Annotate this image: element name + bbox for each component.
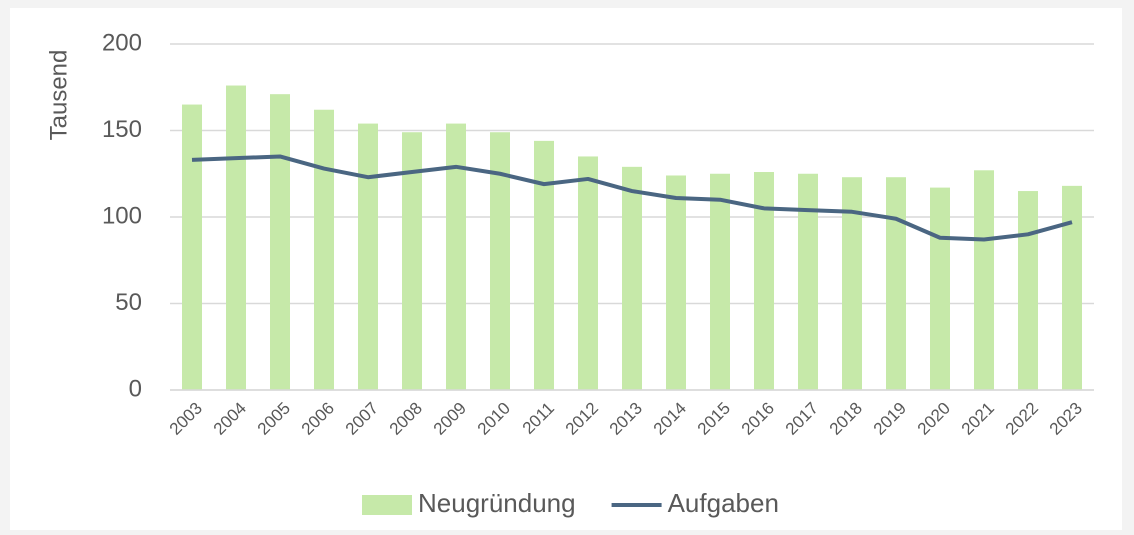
bar xyxy=(578,156,598,390)
bar xyxy=(710,173,730,390)
y-tick-label: 200 xyxy=(102,29,142,56)
bar xyxy=(446,123,466,390)
legend-label: Neugründung xyxy=(418,488,576,518)
bar xyxy=(886,177,906,390)
y-axis-title: Tausend xyxy=(45,50,72,141)
bar xyxy=(622,166,642,390)
y-tick-label: 150 xyxy=(102,116,142,143)
bar xyxy=(754,172,774,390)
bar xyxy=(1018,191,1038,390)
bar xyxy=(1062,185,1082,390)
legend-label: Aufgaben xyxy=(668,488,779,518)
chart-background xyxy=(10,8,1122,530)
bar xyxy=(402,132,422,391)
y-tick-label: 50 xyxy=(115,289,142,316)
bar xyxy=(270,94,290,391)
y-tick-label: 100 xyxy=(102,202,142,229)
bar xyxy=(930,187,950,390)
line xyxy=(191,154,1073,242)
legend-swatch xyxy=(362,495,412,515)
bar xyxy=(358,123,378,390)
bar xyxy=(534,140,554,390)
bar xyxy=(842,177,862,390)
bar xyxy=(314,109,334,391)
bar xyxy=(182,104,202,391)
y-tick-label: 0 xyxy=(129,375,142,402)
bar xyxy=(798,173,818,390)
bar xyxy=(226,85,246,391)
bar xyxy=(666,175,686,390)
bar xyxy=(490,132,510,391)
bar xyxy=(974,170,994,390)
